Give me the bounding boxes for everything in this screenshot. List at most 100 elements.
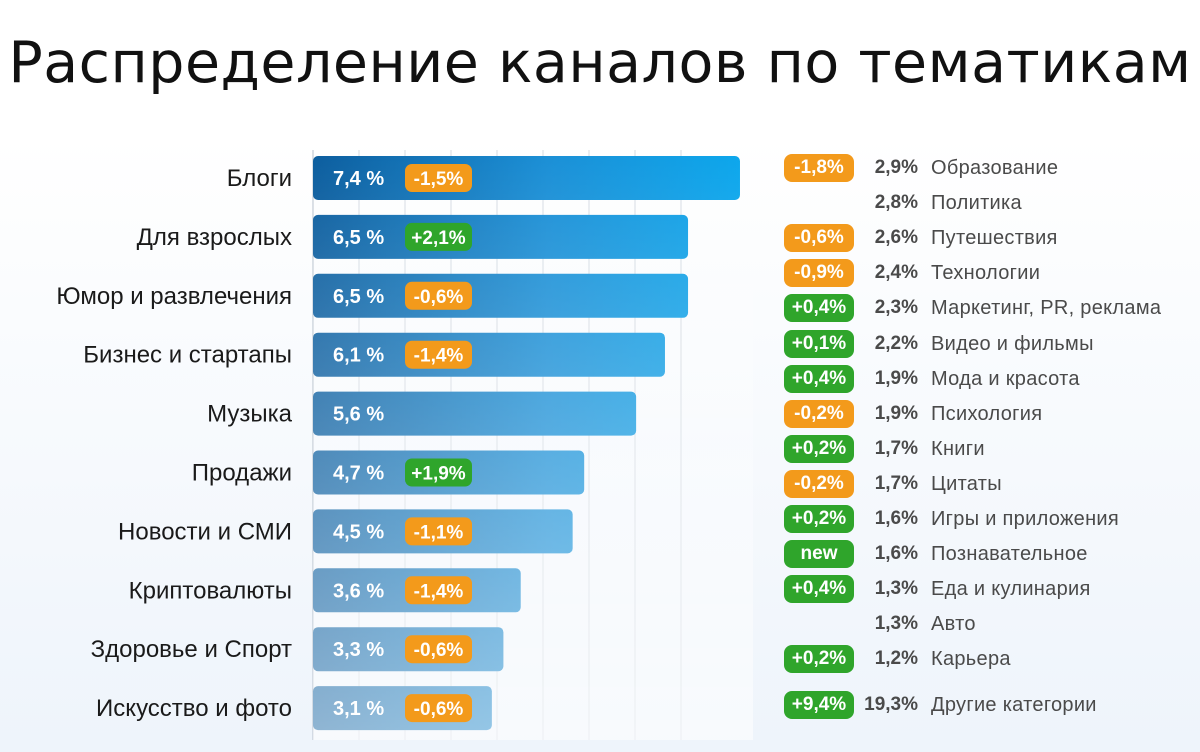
side-change-badge: +0,4% [784,575,854,604]
change-badge [405,281,472,310]
side-change-badge: +0,4% [784,294,854,323]
side-category-name: Авто [931,613,976,636]
side-list-item: +0,1% 2,2% Видео и фильмы [784,328,1184,360]
side-percent: 19,3% [864,693,918,715]
change-badge-label: -1,5% [414,169,464,190]
side-list-item: -1,8% 2,9% Образование [784,152,1184,184]
change-badge-label: -0,6% [414,287,464,308]
category-label: Криптовалюты [129,577,292,604]
side-percent: 2,3% [874,297,918,319]
value-label: 3,3 % [333,639,384,661]
side-list-item: 1,3% Авто [784,608,1184,640]
side-category-name: Образование [931,157,1059,179]
category-label: Искусство и фото [96,695,292,722]
change-badge-label: -0,6% [414,640,464,661]
side-change-badge: -0,6% [784,224,854,253]
side-list-item: 2,8% Политика [784,187,1184,219]
value-label: 3,1 % [333,698,384,720]
change-badge [405,222,472,251]
value-label: 7,4 % [333,168,384,190]
change-badge [405,517,472,546]
category-label: Бизнес и стартапы [83,342,292,369]
side-percent: 1,6% [874,543,918,565]
side-percent: 1,7% [874,472,918,494]
side-list-item: +0,2% 1,7% Книги [784,433,1184,465]
change-badge [405,635,472,664]
change-badge [405,340,472,369]
value-label: 4,5 % [333,521,384,543]
value-label: 5,6 % [333,404,384,426]
side-list-item: +0,2% 1,2% Карьера [784,643,1184,675]
change-badge-label: -1,1% [414,522,464,543]
bar-chart: Блоги 7,4 % -1,5% Для взрослых 6,5 % +2,1% Юмо… [56,150,753,740]
side-list-item: -0,2% 1,9% Психология [784,398,1184,430]
change-badge [405,694,472,723]
category-label: Новости и СМИ [118,518,292,545]
side-percent: 1,9% [874,402,918,424]
bar-labels: Блоги 7,4 % -1,5% Для взрослых 6,5 % +2,1% Юмо… [56,164,472,723]
side-category-name: Игры и приложения [931,508,1120,530]
side-change-badge: +9,4% [784,690,854,719]
side-change-badge: +0,1% [784,329,854,358]
side-change-badge: +0,2% [784,505,854,533]
change-badge-label: +2,1% [411,228,466,249]
side-percent: 1,7% [874,437,918,459]
chart-title: Распределение каналов по тематикам [8,30,1192,96]
change-badge [405,576,472,605]
side-change-badge: +0,4% [784,364,854,393]
side-percent: 2,2% [874,332,918,354]
side-category-name: Карьера [931,648,1011,671]
side-category-name: Психология [931,402,1043,425]
side-category-name: Путешествия [931,227,1058,250]
side-percent: 1,9% [874,367,918,389]
category-label: Продажи [192,460,292,487]
side-category-name: Другие категории [931,693,1097,716]
side-percent: 2,4% [874,262,918,284]
category-label: Юмор и развлечения [56,283,292,310]
value-label: 6,1 % [333,345,384,367]
side-change-badge: +0,2% [784,434,854,463]
side-category-name: Цитаты [931,472,1002,495]
side-change-badge: -1,8% [784,154,854,182]
side-change-badge: -0,9% [784,259,854,288]
side-list-item: +0,4% 1,3% Еда и кулинария [784,573,1184,605]
side-category-name: Технологии [931,262,1041,285]
side-percent: 1,6% [874,508,918,529]
side-percent: 1,2% [874,648,918,670]
change-badge-label: -1,4% [414,581,464,602]
side-percent: 1,3% [874,578,918,600]
side-category-name: Политика [931,192,1022,215]
side-list-item: -0,6% 2,6% Путешествия [784,222,1184,254]
side-category-name: Мода и красота [931,367,1080,390]
side-list-item: -0,9% 2,4% Технологии [784,257,1184,289]
side-percent: 2,6% [874,227,918,249]
value-label: 6,5 % [333,227,384,249]
value-label: 3,6 % [333,580,384,602]
side-list-item: +9,4% 19,3% Другие категории [784,689,1184,721]
side-category-name: Книги [931,437,985,460]
side-list-item: new 1,6% Познавательное [784,538,1184,570]
value-label: 6,5 % [333,286,384,308]
category-label: Здоровье и Спорт [91,636,292,663]
side-category-name: Маркетинг, PR, реклама [931,297,1162,320]
category-label: Для взрослых [137,224,292,251]
side-change-badge: new [784,540,854,569]
side-category-name: Видео и фильмы [931,332,1094,355]
side-list-item: -0,2% 1,7% Цитаты [784,468,1184,500]
side-change-badge: +0,2% [784,645,854,674]
side-change-badge: -0,2% [784,469,854,498]
category-label: Музыка [207,401,293,428]
change-badge [405,164,472,192]
value-label: 4,7 % [333,463,384,485]
side-category-name: Познавательное [931,543,1088,566]
side-list-item: +0,2% 1,6% Игры и приложения [784,503,1184,535]
side-percent: 2,9% [874,157,918,178]
change-badge-label: -0,6% [414,699,464,720]
side-change-badge: -0,2% [784,399,854,428]
category-label: Блоги [227,165,292,192]
change-badge [405,458,472,487]
side-percent: 2,8% [874,192,918,214]
change-badge-label: -1,4% [414,346,464,367]
side-percent: 1,3% [874,613,918,635]
side-category-name: Еда и кулинария [931,578,1091,601]
